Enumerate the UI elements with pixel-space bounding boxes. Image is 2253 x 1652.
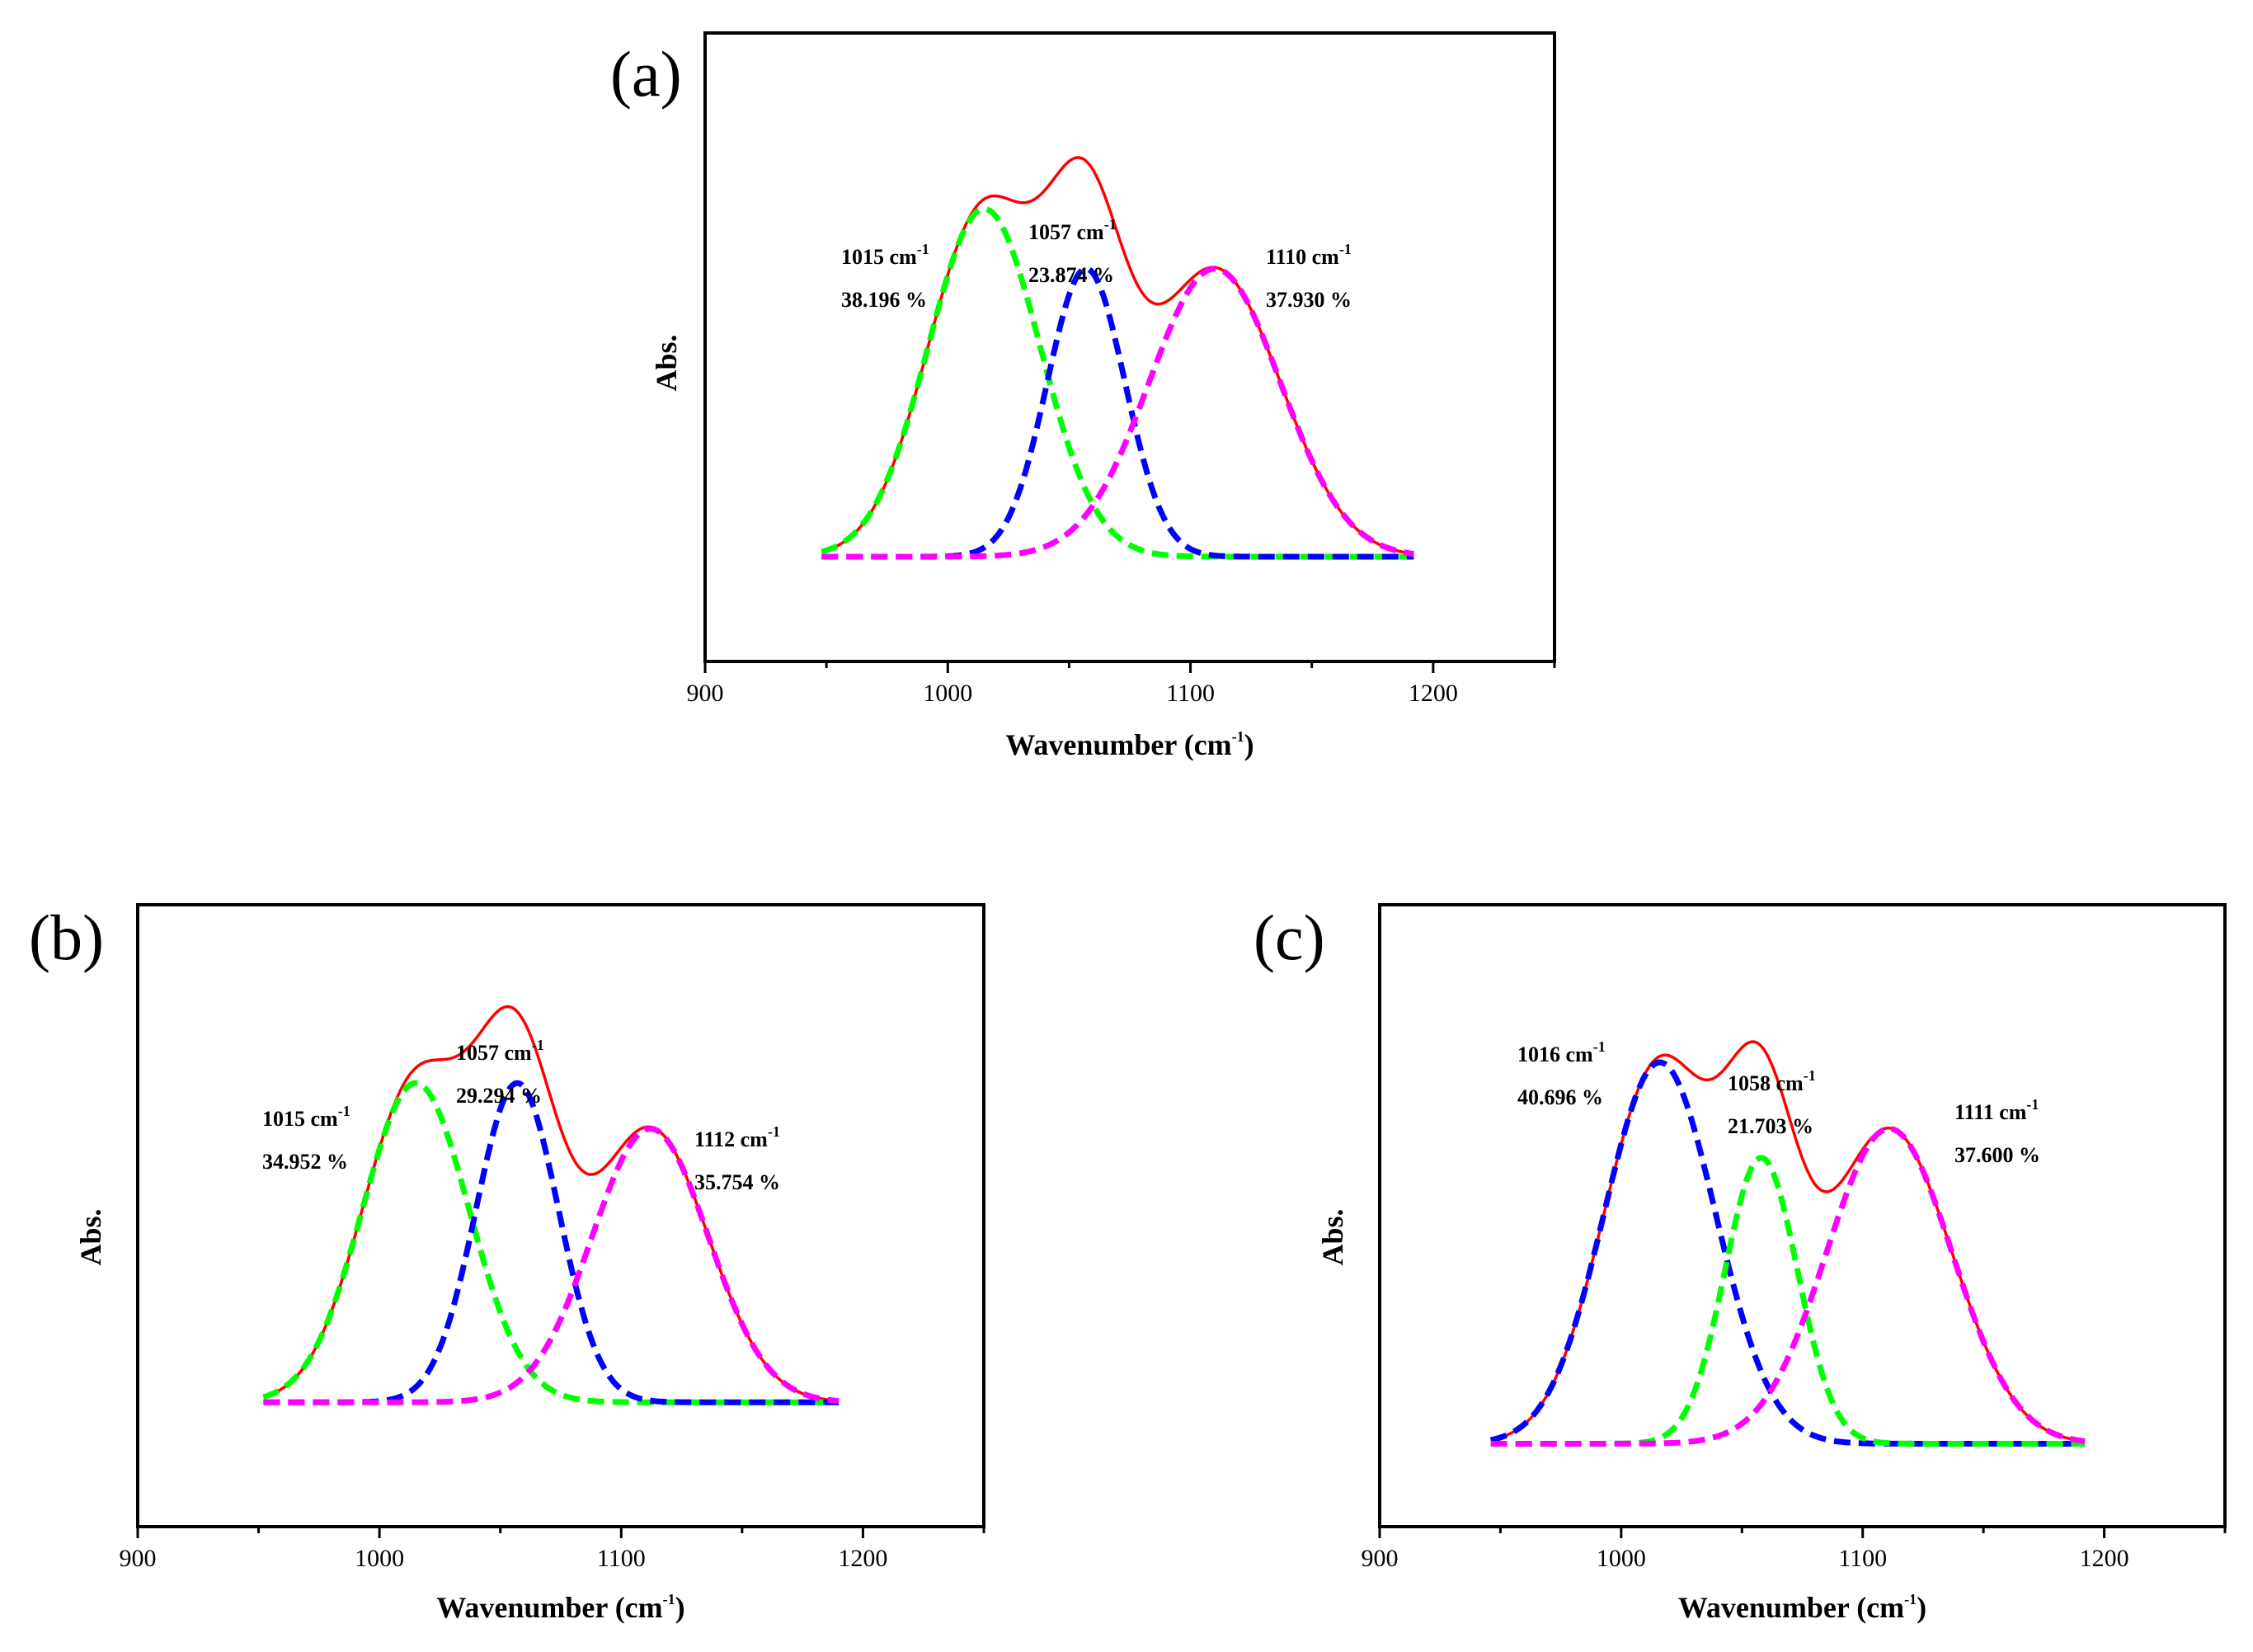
peak-percent: 35.754 %: [694, 1170, 780, 1194]
chart-panel-a: (a) 900 1000 1100 1200 Wavenumber (cm-1) Abs. 1…: [610, 31, 1556, 761]
peak-percent: 21.703 %: [1728, 1114, 1813, 1138]
plot-frame: [136, 903, 985, 1528]
x-axis-label: Wavenumber (cm-1): [1005, 728, 1253, 761]
peak-annotation: 1112 cm-1 35.754 %: [694, 1123, 780, 1194]
chart-panel-c: (c) 900 1000 1100 1200 Wavenumber (cm-1) Abs. 1…: [1253, 901, 2227, 1624]
peak-percent: 34.952 %: [262, 1150, 348, 1174]
plot-frame: [1378, 903, 2227, 1528]
component-3-curve: [1490, 1125, 2086, 1447]
x-tick-label: 900: [120, 1545, 157, 1572]
panel-label: (a): [610, 38, 682, 110]
x-tick-label: 1000: [923, 680, 972, 707]
peak-wavenumber: 1057 cm-1: [456, 1037, 544, 1065]
x-axis-label: Wavenumber (cm-1): [436, 1591, 684, 1624]
x-tick-label: 1200: [1409, 680, 1458, 707]
peak-percent: 37.930 %: [1266, 288, 1352, 312]
x-tick-label: 1000: [1597, 1545, 1646, 1572]
y-axis-label: Abs.: [650, 334, 683, 391]
panel-label: (c): [1253, 901, 1325, 973]
x-tick-label: 1100: [1166, 680, 1215, 707]
peak-annotation: 1015 cm-1 38.196 %: [841, 241, 929, 312]
peak-wavenumber: 1111 cm-1: [1954, 1096, 2039, 1124]
peak-wavenumber: 1057 cm-1: [1028, 216, 1117, 244]
peak-annotation: 1057 cm-1 29.294 %: [456, 1037, 544, 1108]
peak-percent: 40.696 %: [1517, 1085, 1603, 1109]
fit-curve: [821, 156, 1414, 556]
peak-annotation: 1058 cm-1 21.703 %: [1728, 1067, 1816, 1138]
component-2-curve: [821, 266, 1414, 560]
peak-wavenumber: 1015 cm-1: [841, 241, 929, 269]
peak-annotation: 1111 cm-1 37.600 %: [1954, 1096, 2040, 1167]
chart-panel-b: (b) 900 1000 1100 1200 Wavenumber (cm-1) Abs. 1…: [29, 901, 985, 1624]
y-axis-label: Abs.: [74, 1208, 107, 1265]
peak-wavenumber: 1058 cm-1: [1728, 1067, 1816, 1095]
peak-percent: 37.600 %: [1954, 1143, 2040, 1167]
peak-annotation: 1016 cm-1 40.696 %: [1517, 1038, 1606, 1109]
peak-wavenumber: 1015 cm-1: [262, 1103, 350, 1131]
x-tick-label: 1200: [2080, 1545, 2129, 1572]
peak-wavenumber: 1110 cm-1: [1266, 241, 1352, 269]
peak-annotation: 1057 cm-1 23.874 %: [1028, 216, 1117, 287]
x-tick-label: 1100: [1838, 1545, 1887, 1572]
peak-wavenumber: 1112 cm-1: [694, 1123, 780, 1151]
peak-percent: 23.874 %: [1028, 263, 1114, 287]
peak-annotation: 1015 cm-1 34.952 %: [262, 1103, 350, 1174]
y-axis-label: Abs.: [1316, 1208, 1349, 1265]
peak-percent: 38.196 %: [841, 288, 927, 312]
component-2-curve: [262, 1080, 840, 1405]
panel-label: (b): [29, 901, 104, 973]
plot-frame: [703, 31, 1556, 663]
x-axis-label: Wavenumber (cm-1): [1678, 1591, 1926, 1624]
x-tick-label: 1000: [355, 1545, 404, 1572]
x-tick-label: 900: [687, 680, 724, 707]
x-tick-label: 1200: [838, 1545, 887, 1572]
peak-annotation: 1110 cm-1 37.930 %: [1266, 241, 1352, 312]
peak-percent: 29.294 %: [456, 1084, 542, 1108]
x-tick-label: 900: [1362, 1545, 1399, 1572]
peak-wavenumber: 1016 cm-1: [1517, 1038, 1606, 1066]
x-tick-label: 1100: [597, 1545, 646, 1572]
component-1-curve: [262, 1080, 840, 1405]
component-3-curve: [262, 1125, 840, 1405]
